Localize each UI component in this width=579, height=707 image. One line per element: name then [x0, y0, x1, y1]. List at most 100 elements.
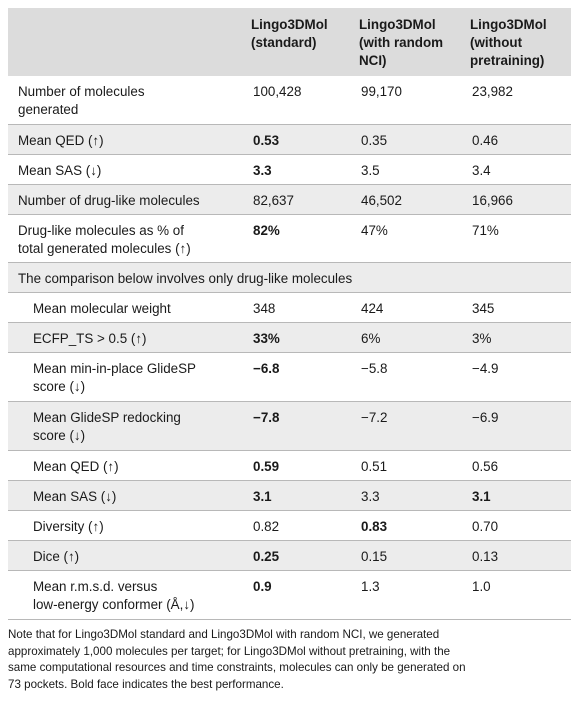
header-no-pretraining: Lingo3DMol (without pretraining)	[462, 8, 571, 76]
table-row: Number of molecules generated 100,428 99,…	[8, 76, 571, 125]
label-text: total generated molecules (↑)	[18, 240, 191, 256]
row-label: Mean GlideSP redocking score (↓)	[8, 401, 243, 451]
row-label: Drug-like molecules as % of total generat…	[8, 214, 243, 263]
note-line: 73 pockets. Bold face indicates the best…	[8, 677, 284, 691]
header-text: Lingo3DMol	[359, 17, 436, 32]
cell: 348	[243, 292, 351, 323]
header-text: (with random	[359, 35, 444, 50]
cell-best: 0.9	[243, 570, 351, 620]
cell: 47%	[351, 214, 462, 263]
label-text: score (↓)	[33, 378, 86, 394]
cell: 16,966	[462, 184, 571, 215]
cell: 1.3	[351, 570, 462, 620]
cell: 1.0	[462, 570, 571, 620]
header-row: Lingo3DMol (standard) Lingo3DMol (with ran…	[8, 8, 571, 76]
header-text: pretraining)	[470, 53, 545, 68]
cell: 0.13	[462, 540, 571, 571]
note-line: Note that for Lingo3DMol standard and Li…	[8, 628, 440, 641]
cell: 0.51	[351, 450, 462, 481]
header-text: Lingo3DMol	[251, 17, 328, 32]
cell: 0.35	[351, 124, 462, 155]
row-label: Mean QED (↑)	[8, 450, 243, 481]
table-row: Mean SAS (↓) 3.3 3.5 3.4	[8, 154, 571, 185]
label-text: Mean min-in-place GlideSP	[33, 360, 196, 376]
cell: −5.8	[351, 352, 462, 402]
table-row: Mean SAS (↓) 3.1 3.3 3.1	[8, 480, 571, 511]
row-label: Mean min-in-place GlideSP score (↓)	[8, 352, 243, 402]
header-text: (standard)	[251, 35, 317, 50]
section-label: The comparison below involves only drug-…	[8, 262, 571, 293]
cell: 100,428	[243, 76, 351, 125]
row-label: Mean SAS (↓)	[8, 480, 243, 511]
cell-best: −7.8	[243, 401, 351, 451]
cell: 0.56	[462, 450, 571, 481]
cell-best: 82%	[243, 214, 351, 263]
cell: −6.9	[462, 401, 571, 451]
cell: 424	[351, 292, 462, 323]
comparison-table: Lingo3DMol (standard) Lingo3DMol (with ran…	[8, 8, 571, 620]
cell-best: 3.1	[243, 480, 351, 511]
cell: −7.2	[351, 401, 462, 451]
cell-best: 33%	[243, 322, 351, 353]
cell: 82,637	[243, 184, 351, 215]
cell-best: 0.53	[243, 124, 351, 155]
table-row: Dice (↑) 0.25 0.15 0.13	[8, 540, 571, 571]
table-row: ECFP_TS > 0.5 (↑) 33% 6% 3%	[8, 322, 571, 353]
cell: 3%	[462, 322, 571, 353]
note-line: same computational resources and time co…	[8, 661, 466, 674]
header-text: (without	[470, 35, 523, 50]
label-text: Mean GlideSP redocking	[33, 409, 181, 425]
cell: 71%	[462, 214, 571, 263]
table-row: Mean r.m.s.d. versus low-energy conformer…	[8, 570, 571, 620]
cell-best: −6.8	[243, 352, 351, 402]
cell: 0.82	[243, 510, 351, 541]
cell: 0.70	[462, 510, 571, 541]
cell: 46,502	[351, 184, 462, 215]
row-label: ECFP_TS > 0.5 (↑)	[8, 322, 243, 353]
cell-best: 0.59	[243, 450, 351, 481]
cell: 345	[462, 292, 571, 323]
header-text: Lingo3DMol	[470, 17, 547, 32]
cell-best: 3.1	[462, 480, 571, 511]
row-label: Mean SAS (↓)	[8, 154, 243, 185]
cell: 3.4	[462, 154, 571, 185]
label-text: Number of molecules	[18, 84, 145, 99]
row-label: Number of molecules generated	[8, 76, 243, 125]
row-label: Mean r.m.s.d. versus low-energy conformer…	[8, 570, 243, 620]
cell: 0.46	[462, 124, 571, 155]
label-text: score (↓)	[33, 427, 86, 443]
header-empty	[8, 8, 243, 76]
section-row: The comparison below involves only drug-…	[8, 262, 571, 293]
cell: −4.9	[462, 352, 571, 402]
table-row: Mean QED (↑) 0.59 0.51 0.56	[8, 450, 571, 481]
label-text: Drug-like molecules as % of	[18, 222, 184, 238]
table-row: Drug-like molecules as % of total generat…	[8, 214, 571, 263]
cell-best: 0.83	[351, 510, 462, 541]
table-row: Mean molecular weight 348 424 345	[8, 292, 571, 323]
table-row: Mean GlideSP redocking score (↓) −7.8 −7.…	[8, 401, 571, 451]
cell: 3.3	[351, 480, 462, 511]
row-label: Mean QED (↑)	[8, 124, 243, 155]
table-row: Number of drug-like molecules 82,637 46,…	[8, 184, 571, 215]
cell: 6%	[351, 322, 462, 353]
row-label: Dice (↑)	[8, 540, 243, 571]
cell: 0.15	[351, 540, 462, 571]
table-row: Mean min-in-place GlideSP score (↓) −6.8 …	[8, 352, 571, 402]
row-label: Mean molecular weight	[8, 292, 243, 323]
note-line: approximately 1,000 molecules per target…	[8, 644, 451, 658]
header-random-nci: Lingo3DMol (with random NCI)	[351, 8, 462, 76]
label-text: Mean r.m.s.d. versus	[33, 578, 158, 594]
header-standard: Lingo3DMol (standard)	[243, 8, 351, 76]
table-row: Diversity (↑) 0.82 0.83 0.70	[8, 510, 571, 541]
cell: 23,982	[462, 76, 571, 125]
label-text: generated	[18, 102, 79, 117]
table-footnote: Note that for Lingo3DMol standard and Li…	[8, 627, 571, 693]
cell: 99,170	[351, 76, 462, 125]
cell-best: 3.3	[243, 154, 351, 185]
cell-best: 0.25	[243, 540, 351, 571]
row-label: Diversity (↑)	[8, 510, 243, 541]
cell: 3.5	[351, 154, 462, 185]
row-label: Number of drug-like molecules	[8, 184, 243, 215]
header-text: NCI)	[359, 53, 387, 68]
